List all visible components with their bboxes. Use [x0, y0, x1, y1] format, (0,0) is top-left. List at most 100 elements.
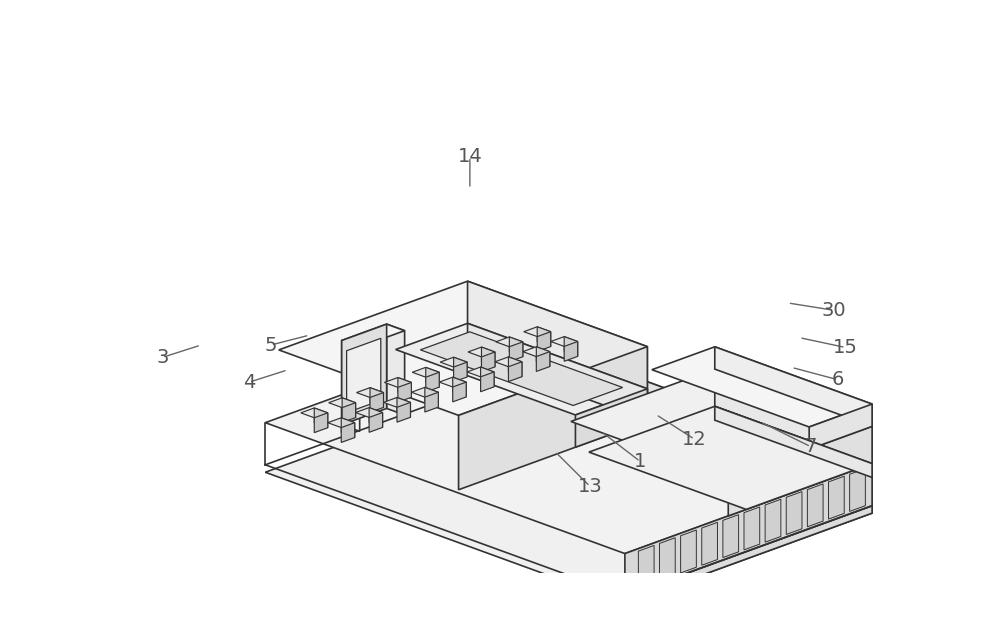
- Polygon shape: [342, 324, 405, 347]
- Polygon shape: [314, 408, 328, 428]
- Polygon shape: [625, 464, 872, 596]
- Polygon shape: [481, 352, 495, 372]
- Text: 1: 1: [634, 452, 647, 471]
- Polygon shape: [454, 357, 467, 377]
- Polygon shape: [265, 333, 872, 554]
- Polygon shape: [426, 367, 439, 387]
- Text: 15: 15: [833, 338, 858, 357]
- Polygon shape: [387, 324, 405, 415]
- Polygon shape: [512, 375, 872, 513]
- Text: 14: 14: [458, 147, 482, 166]
- Polygon shape: [329, 398, 356, 408]
- Polygon shape: [715, 369, 872, 464]
- Polygon shape: [347, 338, 381, 413]
- Polygon shape: [659, 538, 675, 581]
- Polygon shape: [398, 383, 411, 402]
- Polygon shape: [564, 337, 578, 356]
- Polygon shape: [454, 362, 467, 382]
- Polygon shape: [508, 362, 522, 382]
- Polygon shape: [809, 404, 872, 450]
- Polygon shape: [728, 426, 872, 516]
- Polygon shape: [369, 408, 383, 428]
- Polygon shape: [638, 545, 654, 589]
- Polygon shape: [342, 398, 356, 417]
- Polygon shape: [508, 357, 522, 377]
- Polygon shape: [342, 324, 387, 425]
- Polygon shape: [625, 506, 872, 603]
- Polygon shape: [420, 332, 623, 406]
- Polygon shape: [481, 367, 494, 387]
- Text: 6: 6: [832, 370, 844, 389]
- Polygon shape: [551, 337, 578, 346]
- Polygon shape: [512, 333, 872, 506]
- Polygon shape: [425, 392, 438, 412]
- Polygon shape: [652, 346, 872, 427]
- Polygon shape: [411, 387, 438, 397]
- Polygon shape: [383, 397, 410, 407]
- Polygon shape: [481, 347, 495, 367]
- Polygon shape: [328, 418, 355, 428]
- Polygon shape: [702, 522, 717, 565]
- Polygon shape: [425, 387, 438, 407]
- Polygon shape: [301, 408, 328, 418]
- Polygon shape: [398, 377, 411, 397]
- Polygon shape: [467, 367, 494, 377]
- Polygon shape: [342, 402, 356, 422]
- Polygon shape: [341, 418, 355, 437]
- Polygon shape: [571, 369, 872, 478]
- Polygon shape: [786, 491, 802, 535]
- Polygon shape: [723, 515, 739, 558]
- Polygon shape: [356, 408, 383, 417]
- Polygon shape: [265, 383, 872, 603]
- Text: 4: 4: [243, 373, 255, 392]
- Polygon shape: [495, 357, 522, 366]
- Polygon shape: [744, 507, 760, 550]
- Polygon shape: [807, 484, 823, 527]
- Polygon shape: [384, 377, 411, 387]
- Polygon shape: [681, 530, 696, 573]
- Polygon shape: [453, 382, 466, 402]
- Polygon shape: [357, 388, 383, 397]
- Polygon shape: [509, 342, 523, 362]
- Polygon shape: [496, 337, 523, 346]
- Polygon shape: [453, 377, 466, 397]
- Text: 5: 5: [264, 336, 277, 355]
- Polygon shape: [468, 323, 647, 421]
- Polygon shape: [765, 499, 781, 542]
- Polygon shape: [440, 357, 467, 367]
- Polygon shape: [715, 346, 872, 426]
- Polygon shape: [828, 476, 844, 519]
- Text: 30: 30: [822, 301, 846, 320]
- Polygon shape: [314, 413, 328, 433]
- Polygon shape: [341, 422, 355, 442]
- Polygon shape: [342, 341, 360, 431]
- Polygon shape: [536, 352, 550, 372]
- Text: 3: 3: [156, 348, 168, 367]
- Text: 12: 12: [682, 430, 707, 449]
- Polygon shape: [468, 347, 495, 357]
- Polygon shape: [468, 281, 647, 421]
- Polygon shape: [524, 327, 551, 337]
- Polygon shape: [396, 323, 647, 415]
- Polygon shape: [439, 377, 466, 387]
- Polygon shape: [536, 346, 550, 366]
- Polygon shape: [575, 389, 647, 447]
- Text: 7: 7: [805, 437, 817, 456]
- Polygon shape: [412, 367, 439, 377]
- Polygon shape: [564, 341, 578, 361]
- Polygon shape: [537, 327, 551, 346]
- Polygon shape: [369, 413, 383, 432]
- Polygon shape: [589, 406, 872, 509]
- Polygon shape: [523, 346, 550, 357]
- Polygon shape: [397, 402, 410, 422]
- Polygon shape: [370, 388, 383, 408]
- Polygon shape: [279, 281, 647, 415]
- Polygon shape: [509, 337, 523, 357]
- Polygon shape: [715, 406, 872, 477]
- Polygon shape: [459, 346, 647, 489]
- Polygon shape: [537, 332, 551, 352]
- Polygon shape: [397, 397, 410, 417]
- Polygon shape: [426, 372, 439, 392]
- Polygon shape: [850, 468, 865, 511]
- Text: 13: 13: [578, 477, 602, 496]
